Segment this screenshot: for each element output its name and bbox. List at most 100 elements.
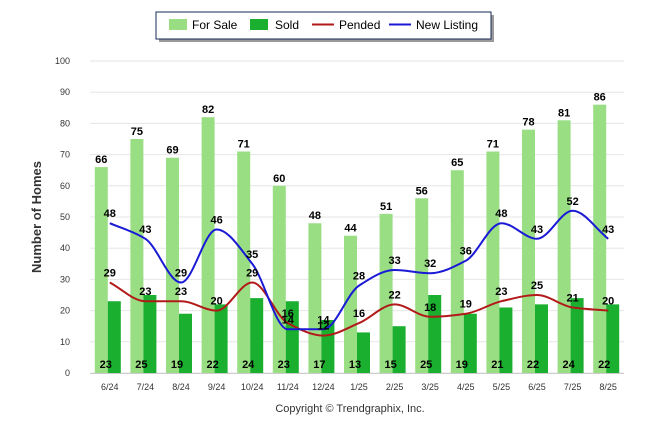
data-label-pended-5-25: 23 [495, 286, 507, 298]
bar-for-sale-3-25 [415, 198, 429, 373]
legend-swatch-sold [250, 19, 268, 30]
data-label-for-sale-11-24: 60 [273, 173, 285, 185]
data-label-sold-3-25: 25 [420, 359, 432, 371]
data-label-sold-5-25: 21 [491, 359, 503, 371]
data-label-sold-1-25: 13 [349, 359, 361, 371]
labels-layer: 66 75 69 82 71 60 48 44 51 56 65 71 78 81 86 23 25 19 22 24… [95, 92, 614, 371]
bar-for-sale-2-25 [379, 213, 393, 373]
data-label-pended-3-25: 18 [424, 302, 436, 314]
bar-sold-6-24 [107, 301, 121, 373]
x-tick-label-2-25: 2/25 [386, 382, 404, 392]
y-tick-label-70: 70 [60, 150, 70, 160]
bar-sold-4-25 [463, 313, 477, 373]
data-label-new-listing-10-24: 35 [246, 249, 258, 261]
data-label-for-sale-1-25: 44 [344, 223, 357, 235]
x-tick-label-5-25: 5/25 [493, 382, 511, 392]
y-tick-label-60: 60 [60, 181, 70, 191]
data-label-sold-8-25: 22 [598, 359, 610, 371]
bar-for-sale-5-25 [486, 151, 500, 373]
data-label-pended-6-24: 29 [104, 268, 116, 280]
data-label-new-listing-9-24: 46 [210, 214, 222, 226]
bar-for-sale-10-24 [237, 151, 251, 373]
x-tick-label-7-24: 7/24 [137, 382, 155, 392]
data-label-pended-4-25: 19 [460, 299, 472, 311]
copyright-footer: Copyright © Trendgraphix, Inc. [275, 403, 424, 415]
y-tick-label-10: 10 [60, 337, 70, 347]
x-tick-label-3-25: 3/25 [421, 382, 439, 392]
bar-sold-9-24 [214, 304, 228, 373]
data-label-sold-10-24: 24 [242, 359, 255, 371]
axis-layer: 0 10 20 30 40 50 60 70 80 90 100 6/24 7/24 8/24 9/24 10… [55, 56, 624, 392]
data-label-new-listing-12-24: 14 [317, 314, 330, 326]
bar-sold-3-25 [428, 295, 442, 373]
x-tick-label-4-25: 4/25 [457, 382, 475, 392]
x-tick-label-8-24: 8/24 [172, 382, 190, 392]
data-label-sold-2-25: 15 [384, 359, 396, 371]
data-label-for-sale-7-24: 75 [131, 126, 143, 138]
legend-label-pended: Pended [339, 18, 380, 32]
x-tick-label-12-24: 12/24 [312, 382, 335, 392]
legend: For Sale Sold Pended New Listing [155, 11, 494, 42]
bar-sold-5-25 [499, 307, 513, 373]
data-label-sold-7-25: 24 [562, 359, 575, 371]
bar-for-sale-7-24 [130, 139, 144, 373]
data-label-for-sale-12-24: 48 [309, 210, 321, 222]
y-tick-label-100: 100 [55, 56, 70, 66]
lines-layer [109, 209, 609, 337]
data-label-sold-6-24: 23 [100, 359, 112, 371]
data-label-pended-2-25: 22 [388, 289, 400, 301]
data-label-new-listing-7-24: 43 [139, 224, 151, 236]
bar-sold-12-24 [321, 319, 335, 373]
bar-for-sale-12-24 [308, 223, 322, 373]
bar-for-sale-6-25 [522, 129, 535, 373]
legend-label-sold: Sold [275, 18, 299, 32]
data-label-for-sale-10-24: 71 [238, 138, 250, 150]
bar-for-sale-6-24 [94, 167, 108, 373]
bar-sold-2-25 [392, 326, 406, 373]
bar-sold-1-25 [357, 332, 370, 373]
y-tick-label-80: 80 [60, 118, 70, 128]
data-label-new-listing-4-25: 36 [460, 246, 472, 258]
bar-sold-11-24 [285, 301, 299, 373]
data-label-new-listing-7-25: 52 [566, 196, 578, 208]
data-label-new-listing-8-25: 43 [602, 224, 614, 236]
x-tick-label-10-24: 10/24 [241, 382, 264, 392]
data-label-new-listing-6-25: 43 [531, 224, 543, 236]
x-tick-label-11-24: 11/24 [277, 382, 299, 392]
data-label-pended-1-25: 16 [353, 308, 365, 320]
data-label-pended-10-24: 29 [246, 268, 258, 280]
bar-for-sale-7-25 [557, 120, 571, 373]
x-tick-label-7-25: 7/25 [564, 382, 582, 392]
bar-for-sale-11-24 [272, 185, 286, 373]
bar-sold-7-25 [570, 298, 584, 373]
data-label-sold-7-24: 25 [135, 359, 147, 371]
data-label-new-listing-6-24: 48 [104, 208, 116, 220]
data-label-new-listing-3-25: 32 [424, 258, 436, 270]
data-label-pended-8-25: 20 [602, 296, 614, 308]
bar-for-sale-1-25 [344, 235, 357, 373]
data-label-new-listing-11-24: 14 [282, 314, 295, 326]
data-label-sold-9-24: 22 [206, 359, 218, 371]
data-label-sold-12-24: 17 [313, 359, 325, 371]
y-tick-label-40: 40 [60, 243, 70, 253]
y-tick-label-0: 0 [65, 368, 70, 378]
y-tick-label-30: 30 [60, 274, 70, 284]
x-tick-label-1-25: 1/25 [350, 382, 368, 392]
data-label-for-sale-6-25: 78 [522, 117, 534, 129]
bar-sold-10-24 [250, 298, 264, 373]
bar-for-sale-4-25 [450, 170, 464, 373]
data-label-sold-6-25: 22 [527, 359, 539, 371]
data-label-pended-7-24: 23 [139, 286, 151, 298]
data-label-for-sale-3-25: 56 [416, 185, 428, 197]
data-label-new-listing-2-25: 33 [388, 255, 400, 267]
data-label-for-sale-2-25: 51 [380, 201, 392, 213]
legend-swatch-for-sale [169, 19, 187, 30]
x-tick-label-8-25: 8/25 [599, 382, 617, 392]
y-axis-title: Number of Homes [29, 161, 44, 273]
line-new-listing [109, 209, 609, 331]
data-label-pended-7-25: 21 [566, 292, 578, 304]
data-label-for-sale-5-25: 71 [487, 138, 499, 150]
data-label-new-listing-1-25: 28 [353, 271, 365, 283]
data-label-pended-9-24: 20 [210, 296, 222, 308]
